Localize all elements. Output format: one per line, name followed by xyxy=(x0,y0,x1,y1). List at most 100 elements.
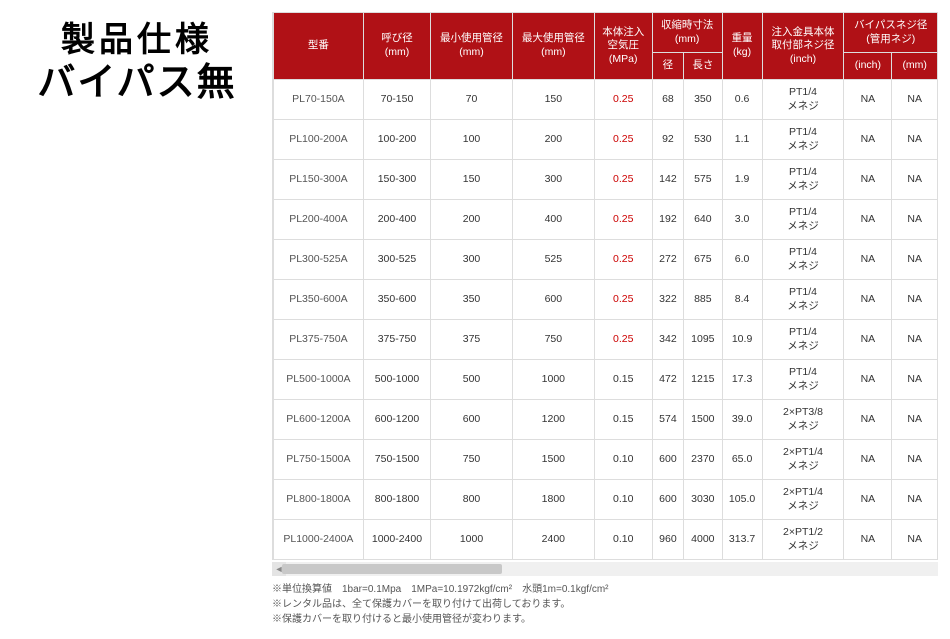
th-minpipe: 最小使用管径(mm) xyxy=(431,13,513,80)
cell-length: 2370 xyxy=(684,439,722,479)
cell-length: 885 xyxy=(684,279,722,319)
side-title-line1: 製品仕様 xyxy=(12,20,262,61)
cell-weight: 10.9 xyxy=(722,319,762,359)
cell-diam: 272 xyxy=(652,239,683,279)
th-bypass-mm: (mm) xyxy=(892,53,938,80)
cell-max: 1000 xyxy=(512,359,594,399)
cell-diam: 342 xyxy=(652,319,683,359)
cell-max: 1200 xyxy=(512,399,594,439)
cell-fitting: PT1/4メネジ xyxy=(762,279,844,319)
table-row: PL70-150A70-150701500.25683500.6PT1/4メネジ… xyxy=(274,79,938,119)
cell-fitting: PT1/4メネジ xyxy=(762,199,844,239)
cell-fitting: PT1/4メネジ xyxy=(762,119,844,159)
cell-model: PL200-400A xyxy=(274,199,364,239)
cell-model: PL100-200A xyxy=(274,119,364,159)
cell-fitting: PT1/4メネジ xyxy=(762,239,844,279)
cell-bypass-mm: NA xyxy=(892,79,938,119)
cell-fitting: 2×PT1/2メネジ xyxy=(762,519,844,559)
cell-diam: 600 xyxy=(652,439,683,479)
cell-min: 150 xyxy=(431,159,513,199)
cell-min: 100 xyxy=(431,119,513,159)
cell-fitting: PT1/4メネジ xyxy=(762,79,844,119)
cell-mpa: 0.25 xyxy=(594,279,652,319)
cell-max: 150 xyxy=(512,79,594,119)
cell-mpa: 0.25 xyxy=(594,119,652,159)
cell-diam: 68 xyxy=(652,79,683,119)
cell-diam: 600 xyxy=(652,479,683,519)
cell-nominal: 150-300 xyxy=(363,159,430,199)
note-line: ※レンタル品は、全て保護カバーを取り付けて出荷しております。 xyxy=(272,597,938,612)
scroll-thumb[interactable] xyxy=(282,564,502,574)
cell-bypass-mm: NA xyxy=(892,319,938,359)
cell-min: 1000 xyxy=(431,519,513,559)
cell-bypass-inch: NA xyxy=(844,519,892,559)
cell-mpa: 0.10 xyxy=(594,439,652,479)
cell-bypass-inch: NA xyxy=(844,119,892,159)
note-line: ※単位換算値 1bar=0.1Mpa 1MPa=10.1972kgf/cm² 水… xyxy=(272,582,938,597)
cell-min: 200 xyxy=(431,199,513,239)
cell-diam: 142 xyxy=(652,159,683,199)
spec-table-area: 型番 呼び径(mm) 最小使用管径(mm) 最大使用管径(mm) 本体注入空気圧… xyxy=(272,12,938,627)
cell-model: PL600-1200A xyxy=(274,399,364,439)
table-scroll[interactable]: 型番 呼び径(mm) 最小使用管径(mm) 最大使用管径(mm) 本体注入空気圧… xyxy=(272,12,938,560)
cell-nominal: 70-150 xyxy=(363,79,430,119)
cell-bypass-mm: NA xyxy=(892,119,938,159)
cell-nominal: 350-600 xyxy=(363,279,430,319)
cell-mpa: 0.25 xyxy=(594,159,652,199)
cell-min: 70 xyxy=(431,79,513,119)
cell-min: 750 xyxy=(431,439,513,479)
cell-weight: 0.6 xyxy=(722,79,762,119)
cell-fitting: PT1/4メネジ xyxy=(762,319,844,359)
cell-bypass-inch: NA xyxy=(844,79,892,119)
cell-diam: 92 xyxy=(652,119,683,159)
cell-model: PL300-525A xyxy=(274,239,364,279)
cell-max: 1800 xyxy=(512,479,594,519)
footnotes: ※単位換算値 1bar=0.1Mpa 1MPa=10.1972kgf/cm² 水… xyxy=(272,582,938,627)
table-row: PL300-525A300-5253005250.252726756.0PT1/… xyxy=(274,239,938,279)
cell-bypass-mm: NA xyxy=(892,199,938,239)
cell-weight: 1.9 xyxy=(722,159,762,199)
cell-length: 1500 xyxy=(684,399,722,439)
cell-model: PL1000-2400A xyxy=(274,519,364,559)
cell-bypass-inch: NA xyxy=(844,399,892,439)
cell-mpa: 0.10 xyxy=(594,479,652,519)
cell-bypass-mm: NA xyxy=(892,159,938,199)
cell-diam: 322 xyxy=(652,279,683,319)
th-storeddim: 収縮時寸法(mm) xyxy=(652,13,722,53)
cell-min: 500 xyxy=(431,359,513,399)
cell-mpa: 0.25 xyxy=(594,79,652,119)
cell-min: 350 xyxy=(431,279,513,319)
cell-weight: 6.0 xyxy=(722,239,762,279)
cell-bypass-mm: NA xyxy=(892,279,938,319)
cell-length: 350 xyxy=(684,79,722,119)
cell-nominal: 600-1200 xyxy=(363,399,430,439)
cell-weight: 65.0 xyxy=(722,439,762,479)
th-weight: 重量(kg) xyxy=(722,13,762,80)
cell-bypass-inch: NA xyxy=(844,239,892,279)
cell-diam: 574 xyxy=(652,399,683,439)
cell-length: 640 xyxy=(684,199,722,239)
cell-length: 1095 xyxy=(684,319,722,359)
cell-mpa: 0.15 xyxy=(594,359,652,399)
cell-max: 750 xyxy=(512,319,594,359)
table-row: PL750-1500A750-150075015000.10600237065.… xyxy=(274,439,938,479)
cell-weight: 3.0 xyxy=(722,199,762,239)
cell-bypass-inch: NA xyxy=(844,199,892,239)
cell-fitting: PT1/4メネジ xyxy=(762,159,844,199)
horizontal-scrollbar[interactable]: ◄ xyxy=(272,562,938,576)
table-row: PL600-1200A600-120060012000.15574150039.… xyxy=(274,399,938,439)
cell-model: PL375-750A xyxy=(274,319,364,359)
table-row: PL200-400A200-4002004000.251926403.0PT1/… xyxy=(274,199,938,239)
cell-bypass-mm: NA xyxy=(892,439,938,479)
th-model: 型番 xyxy=(274,13,364,80)
cell-fitting: 2×PT1/4メネジ xyxy=(762,479,844,519)
cell-bypass-inch: NA xyxy=(844,159,892,199)
th-diam: 径 xyxy=(652,53,683,80)
th-length: 長さ xyxy=(684,53,722,80)
cell-nominal: 1000-2400 xyxy=(363,519,430,559)
cell-model: PL350-600A xyxy=(274,279,364,319)
cell-fitting: PT1/4メネジ xyxy=(762,359,844,399)
cell-nominal: 300-525 xyxy=(363,239,430,279)
cell-max: 300 xyxy=(512,159,594,199)
cell-model: PL800-1800A xyxy=(274,479,364,519)
